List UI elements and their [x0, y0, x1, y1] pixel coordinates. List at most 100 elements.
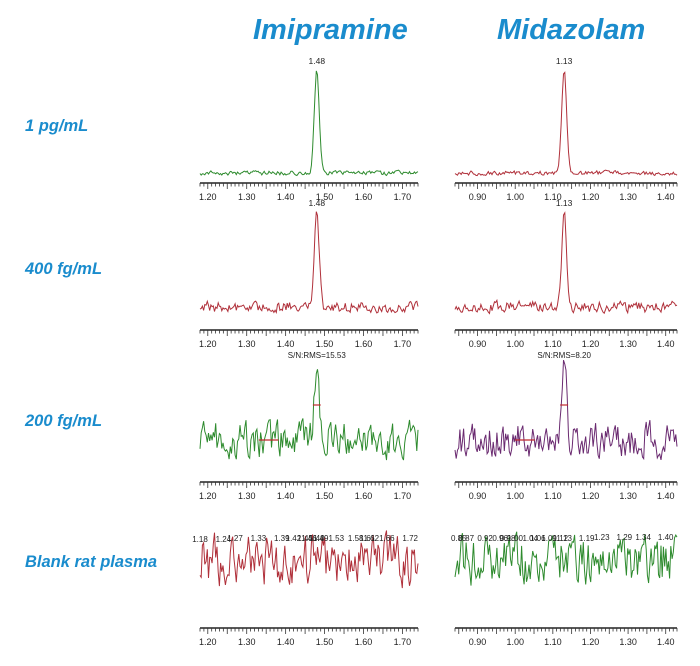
peak-rt-label: 1.49: [313, 534, 329, 543]
x-tick-label: 1.40: [657, 339, 675, 349]
peak-rt-label: 1.06: [530, 534, 546, 543]
x-tick-label: 1.40: [277, 192, 295, 202]
x-tick-label: 1.00: [506, 637, 524, 647]
chromatogram-panel: 1.20 1.30 1.40 1.50 1.60 1.70 1.48: [199, 198, 419, 349]
x-tick-label: 0.90: [469, 192, 487, 202]
peak-rt-label: 1.40: [658, 533, 674, 542]
trace-line: [199, 70, 419, 177]
peak-rt-label: 1.12: [553, 534, 569, 543]
x-tick-label: 1.20: [582, 339, 600, 349]
x-tick-label: 0.90: [469, 637, 487, 647]
peak-rt-label: 1.62: [363, 534, 379, 543]
trace-line: [454, 71, 678, 177]
sn-annotation: S/N:RMS=15.53: [288, 351, 347, 360]
x-tick-label: 1.70: [394, 192, 412, 202]
x-tick-label: 0.90: [469, 491, 487, 501]
peak-rt-label: 1.39: [274, 534, 290, 543]
chromatogram-panel: 1.20 1.30 1.40 1.50 1.60 1.70 S/N:RMS=15.53: [199, 351, 419, 501]
x-tick-label: 0.90: [469, 339, 487, 349]
x-tick-label: 1.50: [316, 637, 334, 647]
trace-line: [454, 531, 678, 586]
trace-line: [199, 369, 419, 461]
x-tick-label: 1.00: [506, 339, 524, 349]
peak-rt-label: 1.48: [309, 198, 326, 208]
x-tick-label: 1.50: [316, 339, 334, 349]
x-tick-label: 1.30: [619, 491, 637, 501]
peak-rt-label: 1.58: [348, 534, 364, 543]
row-label-400fg: 400 fg/mL: [25, 260, 103, 278]
peak-rt-label: 1.45: [297, 534, 313, 543]
x-tick-label: 1.30: [619, 637, 637, 647]
x-tick-label: 1.60: [355, 637, 373, 647]
x-tick-label: 1.30: [238, 637, 256, 647]
x-tick-label: 1.10: [544, 491, 562, 501]
peak-rt-label: 0.92: [477, 534, 493, 543]
peak-rt-label: 1.00: [507, 534, 523, 543]
x-tick-label: 1.60: [355, 491, 373, 501]
x-tick-label: 1.20: [199, 491, 217, 501]
peak-rt-label: 1.24: [216, 535, 232, 544]
x-tick-label: 1.70: [394, 637, 412, 647]
x-tick-label: 1.30: [619, 339, 637, 349]
peak-rt-label: 1.53: [328, 534, 344, 543]
trace-line: [199, 211, 419, 314]
peak-rt-label: 0.85: [451, 534, 467, 543]
peak-rt-label: 1.13: [556, 534, 572, 543]
peak-rt-label: 0.96: [492, 534, 508, 543]
x-tick-label: 1.20: [582, 491, 600, 501]
peak-rt-label: 0.98: [500, 534, 516, 543]
trace-line: [454, 211, 678, 315]
chromatogram-panel: 0.90 1.00 1.10 1.20 1.30 1.40 S/N:RMS=8.20: [454, 351, 678, 501]
x-tick-label: 1.10: [544, 339, 562, 349]
peak-rt-label: 1.13: [556, 198, 573, 208]
chromatogram-panel: 1.20 1.30 1.40 1.50 1.60 1.70 1.18 1.241.27 1.33…: [192, 530, 419, 647]
column-title-imipramine: Imipramine: [253, 14, 408, 46]
x-tick-label: 1.60: [355, 339, 373, 349]
x-tick-label: 1.20: [582, 192, 600, 202]
x-tick-label: 1.40: [657, 637, 675, 647]
peak-rt-label: 1.09: [541, 534, 557, 543]
x-tick-label: 1.70: [394, 491, 412, 501]
x-tick-label: 1.00: [506, 491, 524, 501]
peak-rt-label: 1.33: [251, 534, 267, 543]
x-tick-label: 1.70: [394, 339, 412, 349]
sn-annotation: S/N:RMS=8.20: [537, 351, 591, 360]
row-label-200fg: 200 fg/mL: [25, 412, 103, 430]
peak-rt-label: 1.29: [617, 533, 633, 542]
peak-rt-label: 1.13: [556, 56, 573, 66]
peak-rt-label: 1.66: [379, 534, 395, 543]
peak-rt-label: 1.46: [301, 534, 317, 543]
x-tick-label: 1.20: [199, 637, 217, 647]
peak-rt-label: 1.61: [360, 534, 376, 543]
x-tick-label: 1.30: [238, 192, 256, 202]
x-tick-label: 1.50: [316, 491, 334, 501]
x-tick-label: 1.40: [277, 339, 295, 349]
peak-rt-label: 1.04: [522, 534, 538, 543]
column-title-midazolam: Midazolam: [497, 14, 646, 46]
peak-rt-label: 0.87: [458, 534, 474, 543]
x-tick-label: 1.30: [238, 491, 256, 501]
peak-rt-label: 1.23: [594, 533, 610, 542]
x-tick-label: 1.20: [582, 637, 600, 647]
x-tick-label: 1.40: [657, 491, 675, 501]
chromatogram-panel: 0.90 1.00 1.10 1.20 1.30 1.40 0.850.87 0.92 0.96…: [451, 531, 678, 647]
x-tick-label: 1.20: [199, 192, 217, 202]
peak-rt-label: 1.34: [635, 533, 651, 542]
row-label-blank: Blank rat plasma: [25, 553, 158, 571]
x-tick-label: 1.30: [238, 339, 256, 349]
chromatogram-panel: 1.20 1.30 1.40 1.50 1.60 1.70 1.48: [199, 56, 419, 202]
peak-rt-label: 1.18: [192, 535, 208, 544]
x-tick-label: 1.40: [277, 491, 295, 501]
peak-rt-label: 1.72: [402, 534, 418, 543]
chromatogram-panel: 0.90 1.00 1.10 1.20 1.30 1.40 1.13: [454, 198, 678, 349]
x-tick-label: 1.10: [544, 192, 562, 202]
peak-rt-label: 1.27: [227, 534, 243, 543]
trace-line: [454, 359, 678, 461]
x-tick-label: 1.40: [277, 637, 295, 647]
peak-rt-label: 1.48: [309, 56, 326, 66]
x-tick-label: 1.00: [506, 192, 524, 202]
peak-rt-label: 1.42: [286, 534, 302, 543]
x-tick-label: 1.30: [619, 192, 637, 202]
x-tick-label: 1.20: [199, 339, 217, 349]
